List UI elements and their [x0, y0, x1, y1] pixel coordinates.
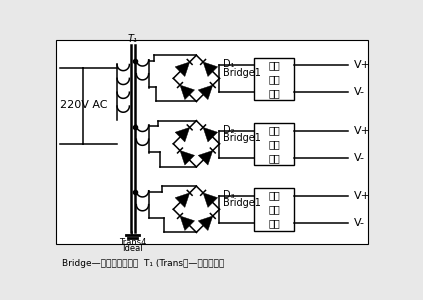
Text: V+: V+ [354, 60, 371, 70]
Text: Bridge—二极管整流全桥  T₁ (Trans，—电源变压器: Bridge—二极管整流全桥 T₁ (Trans，—电源变压器 [62, 259, 224, 268]
Polygon shape [180, 85, 195, 100]
Bar [254, 188, 294, 231]
Text: 稳压
调节
电路: 稳压 调节 电路 [268, 190, 280, 229]
Polygon shape [198, 151, 213, 165]
Polygon shape [203, 62, 218, 76]
Text: V-: V- [354, 153, 365, 163]
Text: D₁: D₁ [223, 59, 235, 69]
Text: 稳压
调节
电路: 稳压 调节 电路 [268, 60, 280, 98]
Text: 稳压
调节
电路: 稳压 调节 电路 [268, 125, 280, 163]
Text: V-: V- [354, 87, 365, 97]
Bar [254, 58, 294, 100]
Polygon shape [180, 151, 195, 165]
Text: Trans4: Trans4 [119, 238, 146, 247]
Text: V+: V+ [354, 191, 371, 201]
Text: Bridge1: Bridge1 [223, 133, 261, 143]
Polygon shape [203, 193, 218, 207]
Polygon shape [198, 85, 213, 100]
Text: 220V AC: 220V AC [60, 100, 107, 110]
Polygon shape [180, 216, 195, 230]
Text: V+: V+ [354, 126, 371, 136]
Text: Bridge1: Bridge1 [223, 199, 261, 208]
Text: Ideal: Ideal [122, 244, 143, 253]
Polygon shape [203, 128, 218, 142]
Text: V-: V- [354, 218, 365, 228]
Bar [56, 40, 368, 244]
Text: T₁: T₁ [128, 34, 137, 44]
Text: Bridge1: Bridge1 [223, 68, 261, 78]
Polygon shape [175, 128, 190, 142]
Polygon shape [175, 193, 190, 207]
Polygon shape [198, 216, 213, 230]
Bar [254, 123, 294, 165]
Text: D₂: D₂ [223, 124, 235, 134]
Polygon shape [175, 62, 190, 76]
Text: D₃: D₃ [223, 190, 235, 200]
